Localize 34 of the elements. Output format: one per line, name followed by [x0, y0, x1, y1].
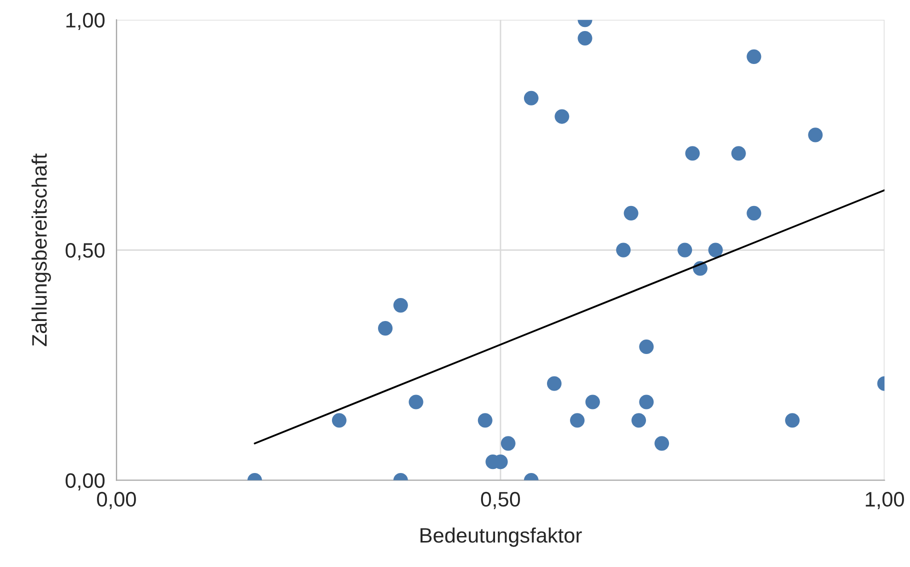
point: [524, 90, 539, 106]
point: [408, 394, 424, 410]
y-tick-label: 1,00: [66, 12, 105, 30]
point: [570, 413, 585, 428]
point: [332, 413, 346, 428]
point: [616, 242, 631, 258]
point: [578, 30, 592, 46]
point: [478, 413, 492, 428]
point: [631, 413, 646, 428]
x-tick-label: 0,00: [97, 492, 136, 510]
point: [500, 436, 516, 451]
point: [546, 376, 562, 391]
y-tick-label: 0,00: [66, 473, 105, 490]
point: [678, 242, 692, 258]
y-axis-title: Zahlungsbereitschaft: [32, 153, 51, 346]
point: [624, 206, 638, 220]
point: [808, 128, 823, 142]
x-axis-title: Bedeutungsfaktor: [420, 527, 582, 547]
point: [554, 109, 570, 124]
point: [585, 394, 600, 410]
point: [378, 321, 393, 336]
point: [639, 339, 654, 354]
point: [746, 49, 762, 64]
y-tick-label: 0,50: [66, 243, 105, 260]
point: [708, 242, 723, 258]
point: [393, 298, 408, 313]
point: [731, 146, 746, 161]
point: [639, 394, 654, 410]
point: [685, 146, 700, 161]
x-tick-label: 1,00: [866, 492, 904, 510]
x-tick-label: 0,50: [481, 492, 520, 510]
point: [746, 206, 762, 220]
point: [654, 436, 670, 451]
point: [785, 413, 800, 428]
